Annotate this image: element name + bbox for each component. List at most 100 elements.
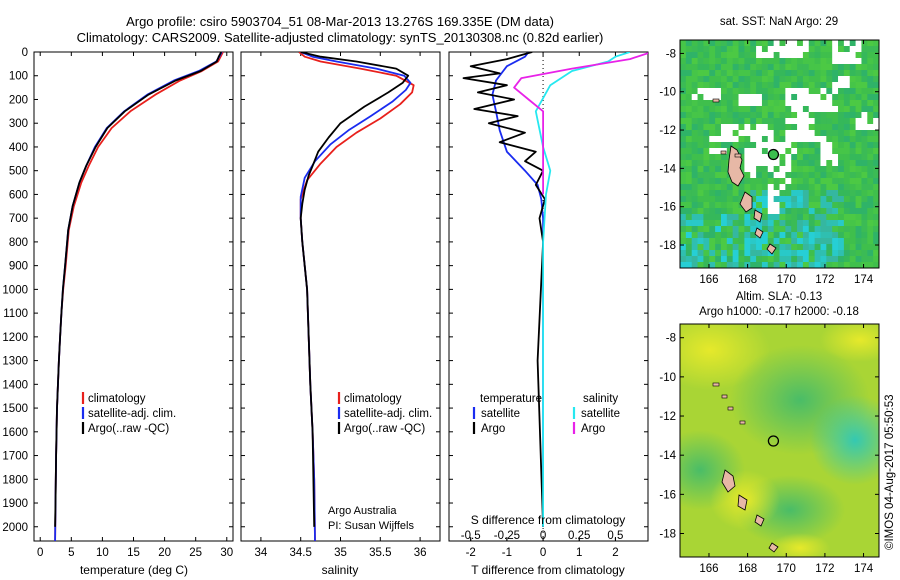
lat-tick-label: -14 xyxy=(659,163,676,175)
sst-cell xyxy=(791,118,798,125)
sst-cell xyxy=(861,148,868,155)
s-tick-label: -0.25 xyxy=(494,530,520,542)
sst-cell xyxy=(732,262,739,268)
sst-cell xyxy=(726,178,734,185)
sst-cell xyxy=(697,172,704,179)
sst-cell xyxy=(732,94,739,101)
sst-cell xyxy=(797,256,804,263)
sst-cell xyxy=(855,100,862,107)
sst-cell xyxy=(785,250,792,257)
sst-cell xyxy=(703,64,710,71)
sst-cell xyxy=(744,94,751,101)
sst-cell xyxy=(709,112,716,119)
depth-tick-label: 1500 xyxy=(2,403,28,415)
sst-cell xyxy=(709,184,716,191)
sst-cell xyxy=(680,130,687,137)
sst-cell xyxy=(761,184,769,191)
sst-cell xyxy=(820,154,827,161)
sst-cell xyxy=(761,202,769,209)
island xyxy=(754,514,765,527)
sst-cell xyxy=(797,166,804,173)
depth-tick-label: 1400 xyxy=(2,379,28,391)
sst-cell xyxy=(826,250,833,257)
sst-cell xyxy=(855,160,862,167)
sst-cell xyxy=(785,178,792,185)
sst-cell xyxy=(779,196,786,203)
sst-cell xyxy=(791,250,798,257)
sst-cell xyxy=(873,184,879,191)
sst-cell xyxy=(855,40,862,47)
sst-cell xyxy=(832,178,839,185)
sst-cell xyxy=(691,100,698,107)
sst-cell xyxy=(814,208,821,215)
sst-cell xyxy=(808,46,816,53)
sst-cell xyxy=(802,232,810,239)
sst-cell xyxy=(808,190,816,197)
sst-cell xyxy=(691,94,698,101)
sst-cell xyxy=(750,184,757,191)
sst-cell xyxy=(855,190,862,197)
sst-cell xyxy=(826,202,833,209)
sst-cell xyxy=(855,112,862,119)
sst-cell xyxy=(826,142,833,149)
sst-cell xyxy=(814,244,821,251)
sst-cell xyxy=(750,142,757,149)
sst-cell xyxy=(773,64,780,71)
sst-cell xyxy=(779,262,786,268)
sst-cell xyxy=(691,136,698,143)
sst-cell xyxy=(761,124,769,131)
sst-cell xyxy=(726,82,734,89)
sst-cell xyxy=(779,202,786,209)
sst-cell xyxy=(709,64,716,71)
sst-cell xyxy=(744,142,751,149)
sst-cell xyxy=(797,208,804,215)
sst-cell xyxy=(826,46,833,53)
sst-cell xyxy=(715,190,722,197)
sst-cell xyxy=(785,82,792,89)
sst-cell xyxy=(720,130,728,137)
sst-cell xyxy=(814,160,821,167)
sst-cell xyxy=(861,220,868,227)
depth-tick-label: 1200 xyxy=(2,332,28,344)
sst-cell xyxy=(832,256,839,263)
sst-cell xyxy=(802,58,810,65)
sst-cell xyxy=(826,88,833,95)
sst-cell xyxy=(814,70,821,77)
sst-cell xyxy=(855,202,862,209)
sst-cell xyxy=(726,142,734,149)
sst-cell xyxy=(750,208,757,215)
sst-cell xyxy=(779,64,786,71)
sst-cell xyxy=(720,256,728,263)
sst-cell xyxy=(709,58,716,65)
sst-cell xyxy=(814,226,821,233)
sst-cell xyxy=(761,166,769,173)
sst-cell xyxy=(756,178,763,185)
sst-cell xyxy=(785,202,792,209)
sst-cell xyxy=(826,214,833,221)
sst-cell xyxy=(720,70,728,77)
sst-cell xyxy=(738,136,745,143)
sst-cell xyxy=(797,244,804,251)
sst-cell xyxy=(849,136,856,143)
sst-cell xyxy=(832,64,839,71)
sst-cell xyxy=(826,178,833,185)
sst-cell xyxy=(715,238,722,245)
sst-cell xyxy=(861,184,868,191)
sst-cell xyxy=(832,184,839,191)
sst-cell xyxy=(820,124,827,131)
lat-tick-label: -14 xyxy=(659,450,676,462)
title-line-1: Argo profile: csiro 5903704_51 08-Mar-20… xyxy=(126,14,554,29)
sst-cell xyxy=(697,142,704,149)
sst-cell xyxy=(843,124,851,131)
sst-cell xyxy=(838,196,845,203)
sst-cell xyxy=(750,220,757,227)
depth-tick-label: 1700 xyxy=(2,451,28,463)
sst-cell xyxy=(767,172,775,179)
sst-cell xyxy=(838,190,845,197)
sst-cell xyxy=(873,100,879,107)
sst-cell xyxy=(791,130,798,137)
sst-cell xyxy=(814,58,821,65)
sst-cell xyxy=(855,142,862,149)
sst-cell xyxy=(820,190,827,197)
sst-map-frame xyxy=(679,39,880,269)
